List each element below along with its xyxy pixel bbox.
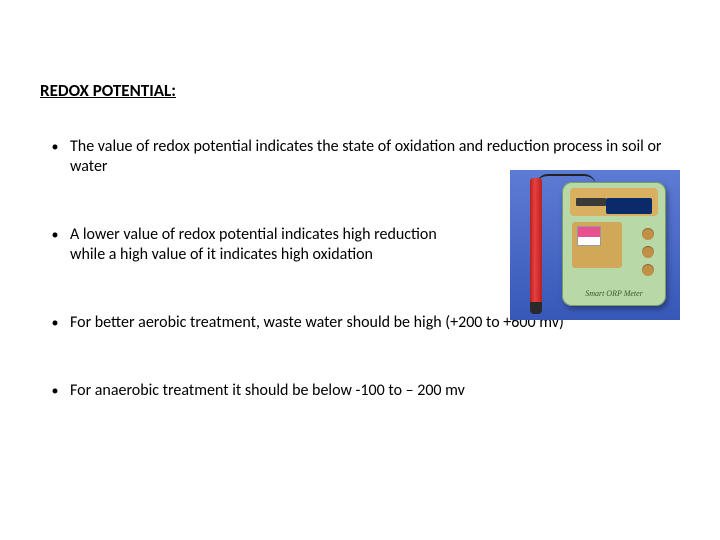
bullet-marker: • [40,225,70,245]
list-item: • For anaerobic treatment it should be b… [40,381,680,401]
red-probe [530,178,542,308]
meter-button [642,246,654,258]
meter-label-text: Smart ORP Meter [562,289,666,298]
bullet-marker: • [40,381,70,401]
bullet-text: For better aerobic treatment, waste wate… [70,313,564,333]
meter-button [642,264,654,276]
probe-tip [530,302,542,314]
meter-body: Smart ORP Meter [562,182,666,306]
bullet-text: A lower value of redox potential indicat… [70,225,450,265]
image-background: Smart ORP Meter [510,170,680,320]
page-title: REDOX POTENTIAL: [40,80,680,101]
meter-brand-strip [576,198,606,206]
meter-lcd-screen [606,198,652,214]
meter-top-panel [570,188,658,216]
meter-mid-panel [572,222,622,268]
slide: REDOX POTENTIAL: • The value of redox po… [0,0,720,540]
meter-sticker [577,226,601,246]
orp-meter-image: Smart ORP Meter [510,170,680,320]
bullet-marker: • [40,137,70,157]
bullet-text: For anaerobic treatment it should be bel… [70,381,465,401]
meter-button [642,228,654,240]
bullet-marker: • [40,313,70,333]
